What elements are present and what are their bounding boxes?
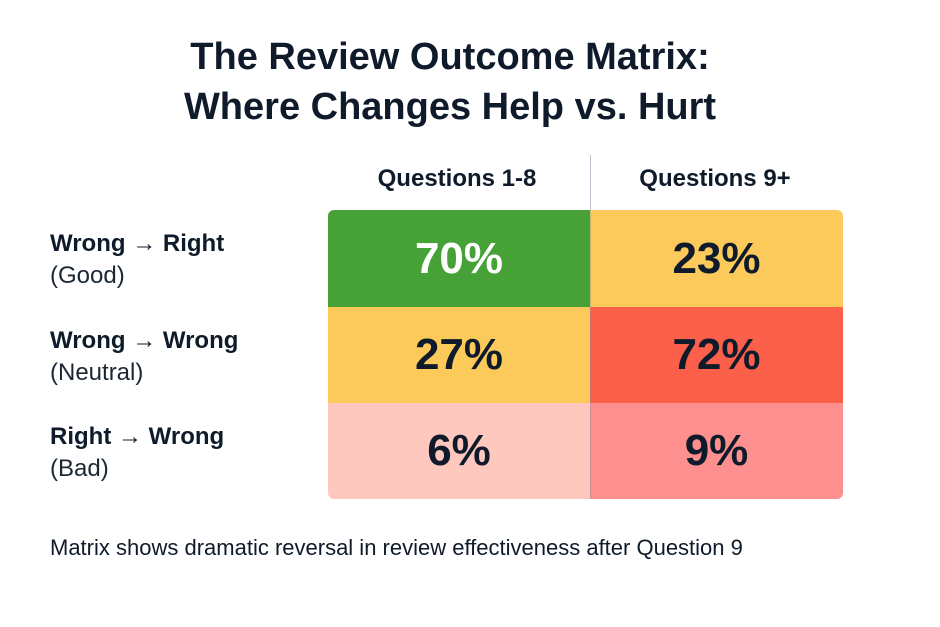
row-label-wrong-to-right: Wrong → Right (Good): [50, 228, 224, 292]
chart-title: The Review Outcome Matrix: Where Changes…: [0, 32, 900, 132]
matrix-cell-r2-c2: 72%: [590, 307, 843, 403]
column-header-questions-9-plus: Questions 9+: [639, 165, 791, 192]
row-label-main: Wrong → Wrong: [50, 327, 239, 354]
matrix-cell-r2-c1: 27%: [328, 307, 590, 403]
row-label-sub: (Bad): [50, 455, 109, 482]
row-label-main: Right → Wrong: [50, 423, 225, 450]
row-label-wrong-to-wrong: Wrong → Wrong (Neutral): [50, 325, 238, 389]
matrix-column-divider: [590, 210, 591, 499]
column-header-divider: [590, 155, 591, 210]
row-label-main: Wrong → Right: [50, 230, 225, 257]
column-header-questions-1-8: Questions 1-8: [377, 165, 537, 192]
row-label-sub: (Good): [50, 262, 125, 289]
matrix-cell-r3-c1: 6%: [328, 403, 590, 499]
row-label-right-to-wrong: Right → Wrong (Bad): [50, 421, 224, 485]
chart-title-line-2: Where Changes Help vs. Hurt: [183, 86, 717, 128]
row-label-sub: (Neutral): [50, 359, 144, 386]
chart-title-line-1: The Review Outcome Matrix:: [190, 36, 710, 78]
matrix-cell-r1-c2: 23%: [590, 210, 843, 307]
outcome-matrix-grid: 70% 23% 27% 72% 6% 9%: [328, 210, 843, 499]
chart-caption: Matrix shows dramatic reversal in review…: [50, 535, 743, 560]
matrix-cell-r3-c2: 9%: [590, 403, 843, 499]
matrix-cell-r1-c1: 70%: [328, 210, 590, 307]
